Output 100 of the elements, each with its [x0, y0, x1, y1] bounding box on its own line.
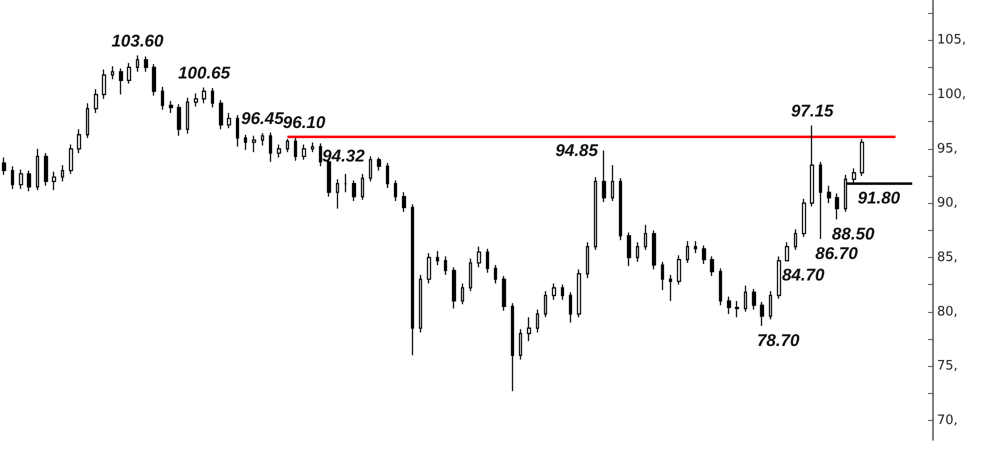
data-label: 91.80: [858, 188, 901, 208]
candlestick: [452, 266, 456, 310]
candlestick: [402, 192, 406, 212]
candlestick: [568, 292, 572, 324]
y-tick-label: 90,: [937, 196, 958, 211]
candlestick: [586, 242, 590, 279]
candlestick: [726, 296, 732, 315]
candlestick: [52, 171, 56, 191]
candlestick: [218, 99, 224, 130]
candlestick: [860, 138, 864, 177]
candlestick: [444, 256, 448, 276]
candlestick: [410, 204, 414, 356]
candlestick: [544, 290, 548, 318]
candlestick: [660, 261, 664, 291]
candlestick: [610, 164, 614, 202]
candlestick: [44, 152, 48, 186]
candlestick: [318, 142, 322, 167]
candlestick: [502, 275, 506, 312]
candlestick: [144, 56, 148, 72]
candlestick: [794, 228, 798, 250]
candlestick: [636, 242, 640, 262]
candlestick: [368, 156, 372, 182]
candlestick: [286, 138, 290, 153]
candlestick: [352, 180, 356, 202]
candlestick: [168, 100, 174, 114]
candlestick: [476, 246, 482, 268]
text: 84.70: [782, 266, 824, 285]
candlestick: [26, 170, 32, 192]
candlestick: [686, 240, 690, 264]
candlestick: [336, 178, 340, 210]
candlestick: [560, 284, 564, 300]
candlestick: [536, 309, 540, 334]
candlestick: [652, 230, 656, 270]
candlestick: [752, 288, 756, 310]
text: 97.15: [790, 101, 834, 120]
candlestick: [594, 176, 598, 250]
candlestick: [160, 86, 164, 110]
candlestick: [834, 192, 840, 220]
candlestick: [2, 156, 6, 176]
candlestick: [260, 132, 264, 146]
candlestick: [552, 282, 556, 300]
candlestick: [626, 232, 632, 267]
candlestick: [110, 66, 114, 80]
candlestick: [734, 300, 740, 318]
candlestick: [460, 282, 464, 305]
candlestick: [210, 87, 214, 108]
candlestick: [186, 97, 190, 134]
candlestick: [226, 112, 232, 129]
candlestick: [244, 134, 248, 151]
candlestick: [768, 290, 772, 320]
candlestick: [668, 274, 672, 302]
candlestick: [518, 328, 522, 360]
text: 78.70: [756, 330, 800, 350]
candlestick: [10, 166, 14, 190]
candlestick: [344, 173, 348, 193]
candlestick: [194, 92, 198, 108]
candlestick: [702, 244, 706, 265]
candlestick: [276, 144, 282, 158]
y-tick-label: 75,: [937, 358, 958, 374]
candlestick: [68, 144, 74, 174]
text: 86.70: [815, 244, 858, 264]
candlestick: [360, 173, 364, 200]
candlestick: [376, 156, 382, 172]
candlestick: [236, 114, 240, 148]
data-label: 96.10: [282, 112, 326, 132]
y-tick-label: 70,: [937, 412, 958, 428]
candlestick: [644, 224, 648, 250]
candlestick: [486, 248, 490, 274]
candlestick: [18, 168, 24, 190]
candlestick: [294, 137, 298, 162]
candlestick: [694, 240, 698, 254]
text: 100.65: [178, 63, 230, 82]
y-tick-label: 85,: [937, 250, 958, 265]
candlestick: [810, 124, 814, 208]
y-tick-label: 80,: [937, 304, 958, 320]
candlestick: [252, 135, 256, 153]
y-tick-label: 105,: [937, 32, 966, 48]
candlestick: [602, 150, 606, 203]
candlestick: [86, 102, 90, 139]
candlestick: [526, 316, 532, 342]
candlestick: [418, 274, 422, 334]
candlestick: [676, 254, 682, 286]
candlestick: [576, 268, 582, 318]
candlestick: [302, 144, 306, 160]
candlestick: [494, 264, 498, 284]
candlestick: [394, 180, 398, 202]
candlestick: [202, 86, 206, 104]
candlestick: [468, 258, 472, 292]
candlestick: [510, 302, 514, 392]
candlestick: [126, 62, 132, 84]
candlestick: [152, 63, 156, 96]
y-tick-label: 95,: [937, 141, 958, 156]
candlestick: [760, 301, 764, 327]
candlestick: [36, 148, 40, 191]
candlestick: [176, 104, 182, 136]
y-tick-label: 100,: [937, 87, 966, 102]
candlestick: [76, 128, 82, 154]
text: 103.60: [111, 31, 164, 50]
candlestick: [436, 250, 440, 266]
candlestick: [102, 68, 106, 100]
